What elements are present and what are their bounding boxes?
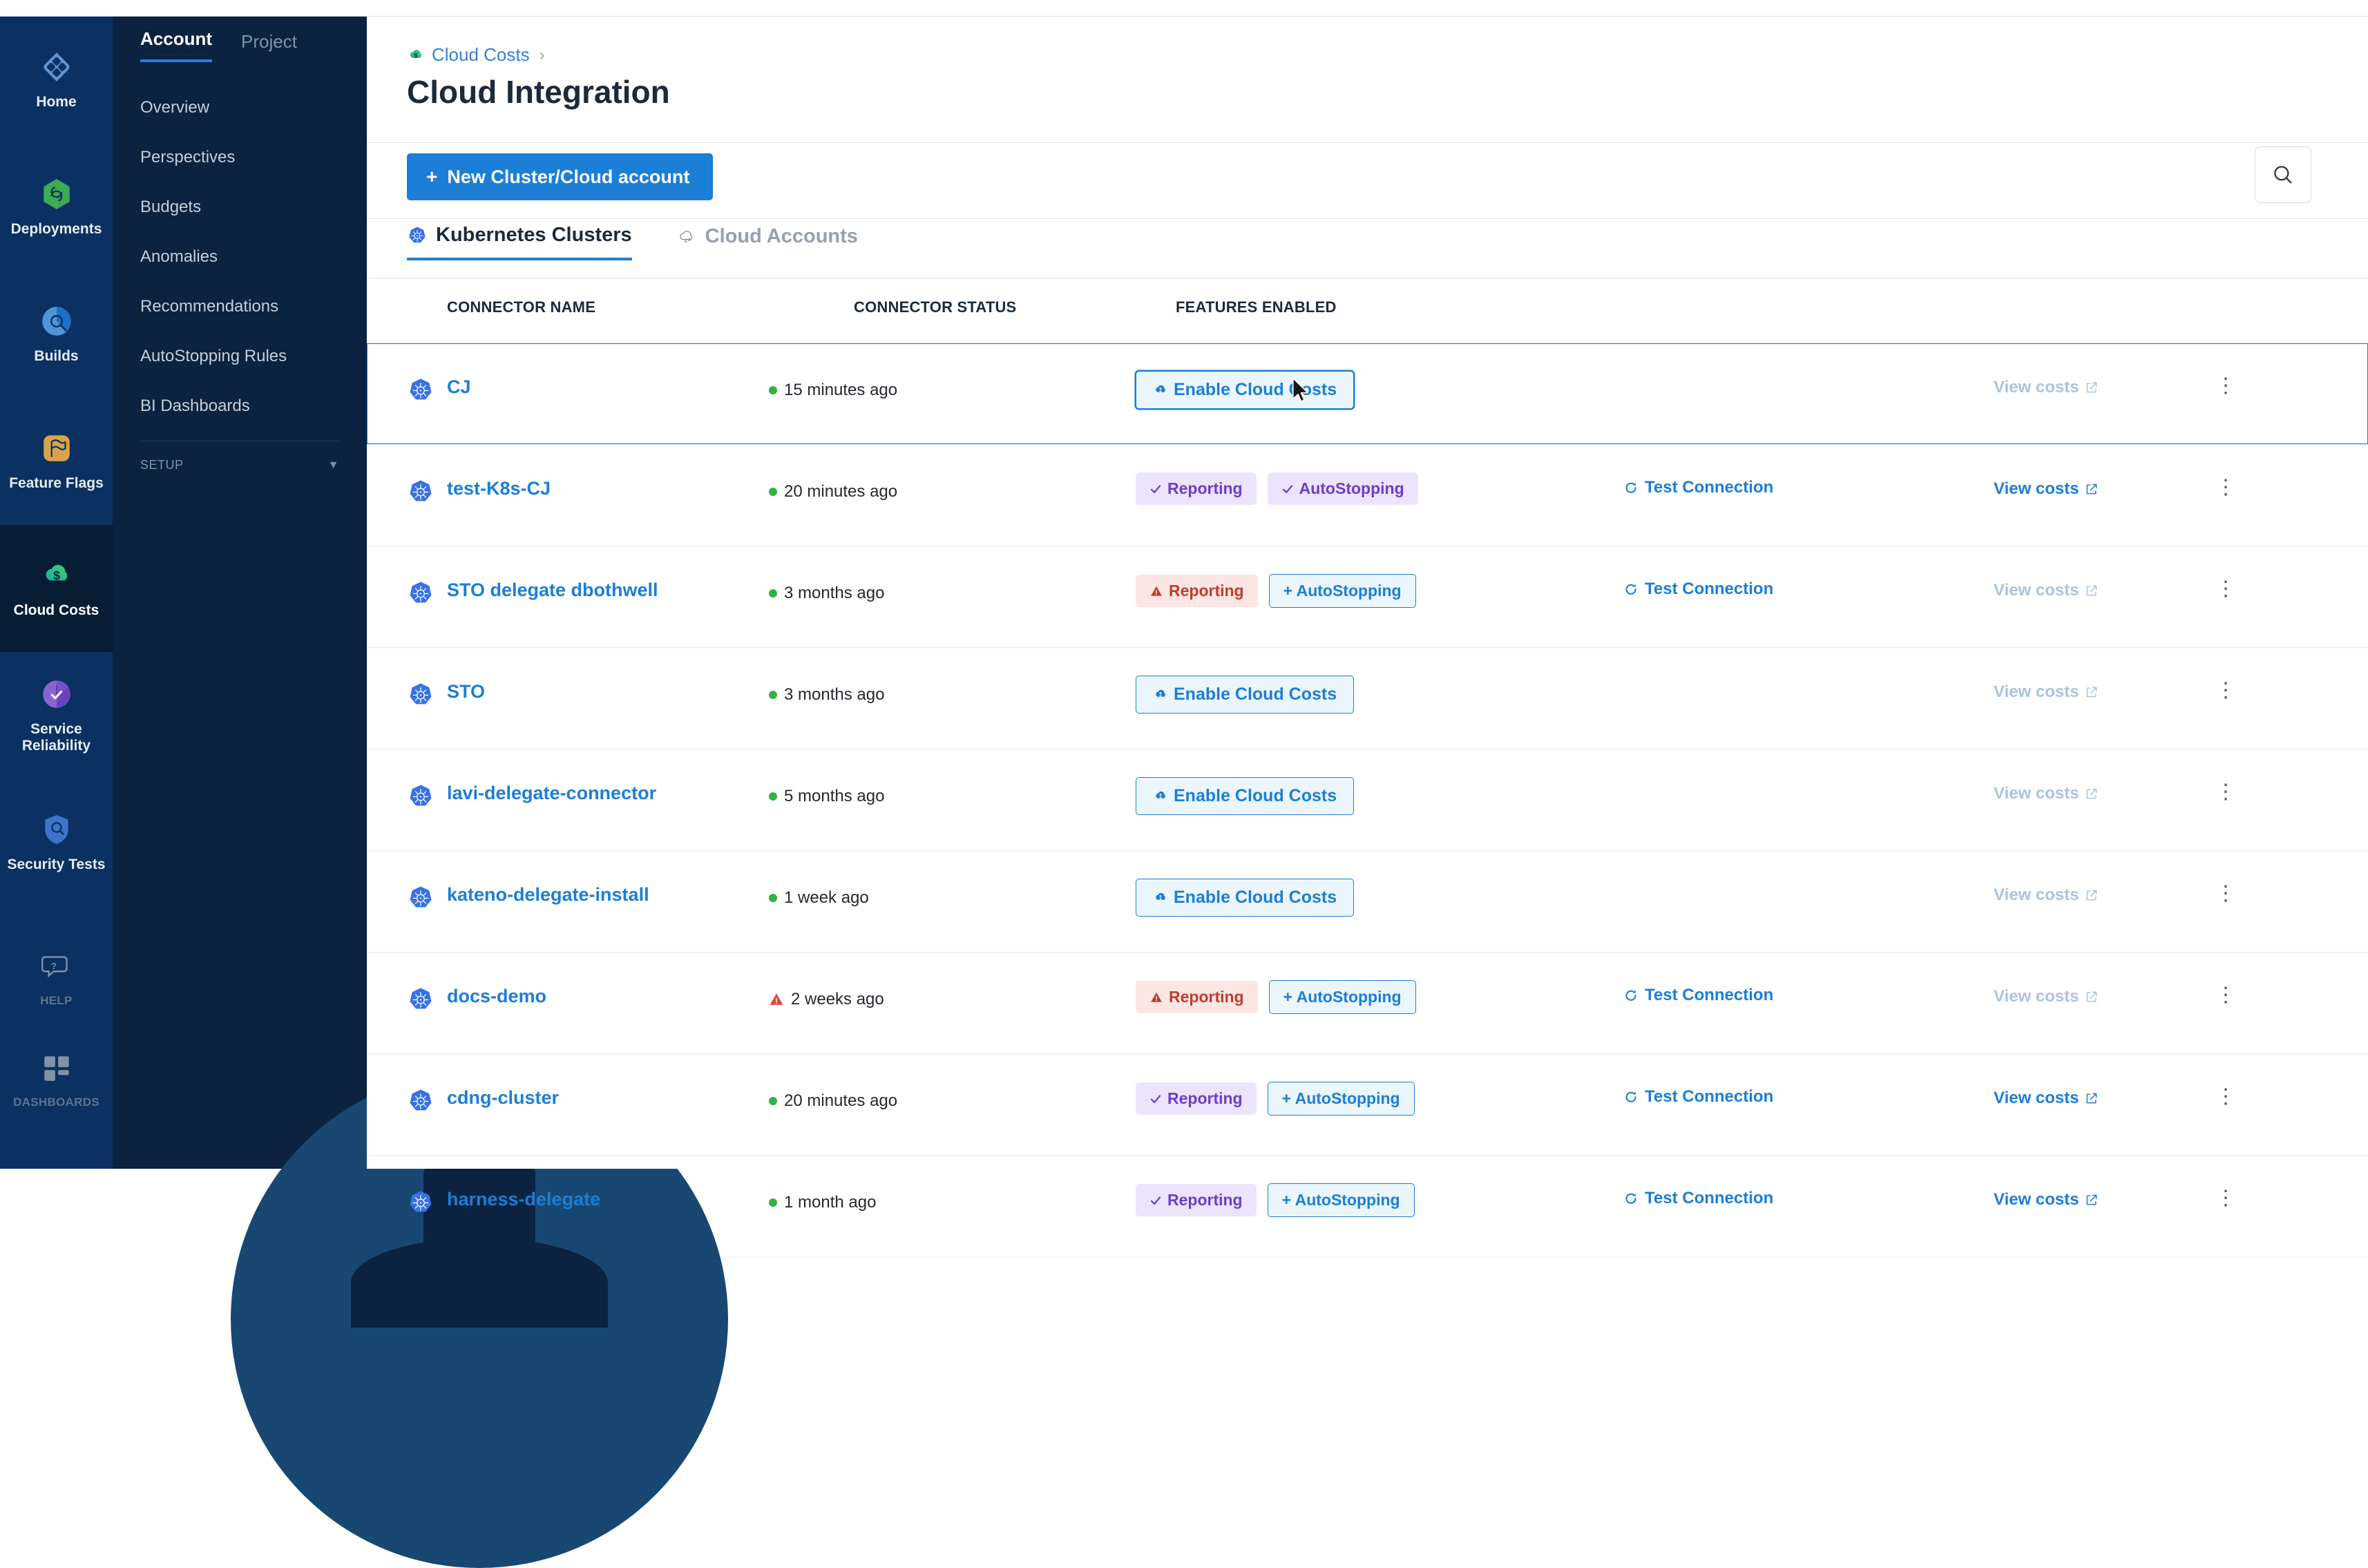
- svg-text:?: ?: [51, 962, 57, 971]
- svg-text:$: $: [53, 568, 60, 582]
- svg-text:$: $: [414, 52, 417, 59]
